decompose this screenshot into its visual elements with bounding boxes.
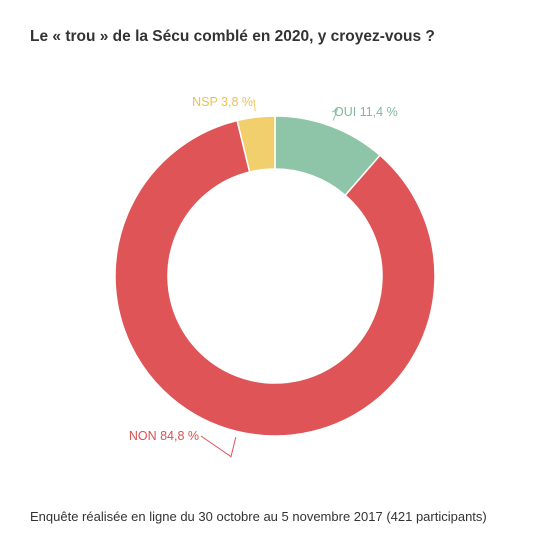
slice-nsp (236, 115, 276, 173)
chart-footnote: Enquête réalisée en ligne du 30 octobre … (30, 509, 487, 524)
slice-label-oui: OUI 11,4 % (334, 105, 398, 119)
donut-slices (114, 115, 436, 437)
slice-non (114, 119, 436, 437)
slice-labels: OUI 11,4 % NON 84,8 % NSP 3,8 % (129, 95, 398, 458)
leader-line-oui (331, 108, 339, 121)
chart-title: Le « trou » de la Sécu comblé en 2020, y… (30, 28, 435, 45)
slice-label-nsp: NSP 3,8 % (192, 95, 253, 109)
leader-line-non (200, 435, 237, 458)
slice-label-non: NON 84,8 % (129, 429, 199, 443)
leader-line-nsp (253, 99, 256, 112)
